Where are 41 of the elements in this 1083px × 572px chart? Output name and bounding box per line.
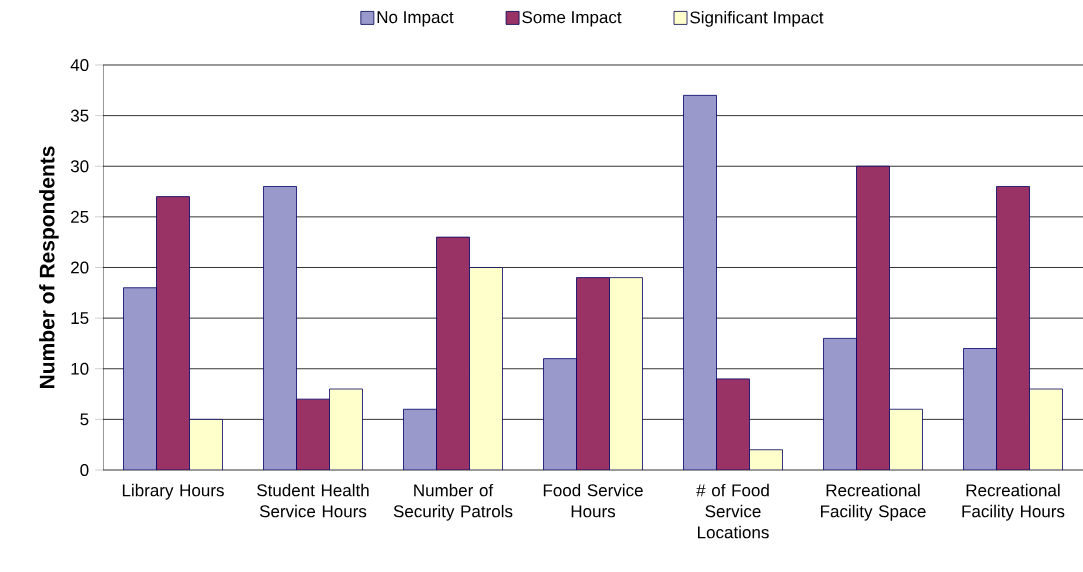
x-tick-label: # of Food Service Locations (696, 483, 769, 539)
x-tick-label: Number of Security Patrols (393, 483, 513, 521)
bar (683, 95, 717, 470)
bar (469, 267, 503, 470)
bar (189, 419, 223, 470)
bar (1029, 388, 1063, 470)
bar (856, 166, 890, 470)
y-tick-label: 10 (71, 362, 89, 375)
bar (156, 196, 190, 470)
legend-label: Significant Impact (690, 10, 824, 27)
x-tick-label: Library Hours (122, 483, 224, 500)
bar (996, 186, 1030, 470)
bar (889, 409, 923, 470)
y-tick-label: 40 (70, 58, 89, 72)
bar (823, 338, 857, 470)
bar (296, 399, 330, 470)
bar (329, 389, 363, 470)
x-tick-label: Food Service Hours (543, 483, 643, 518)
y-tick-label: 25 (71, 210, 89, 223)
bar (543, 358, 577, 470)
bar (576, 277, 610, 470)
legend-label: No Impact (377, 11, 454, 27)
x-tick-label: Recreational Facility Hours (962, 483, 1065, 521)
bar (263, 186, 297, 470)
y-tick-label: 5 (80, 413, 89, 426)
y-tick-label: 35 (70, 109, 89, 122)
bar (609, 277, 643, 470)
bar (963, 348, 997, 470)
x-tick-label: Recreational Facility Space (821, 483, 926, 521)
legend-label: Some Impact (522, 11, 622, 27)
y-tick-label: 15 (71, 312, 89, 325)
bar (403, 409, 437, 470)
y-axis-title: Number of Respondents (39, 146, 59, 389)
y-tick-label: 0 (80, 463, 89, 477)
x-tick-label: Student Health Service Hours (257, 483, 369, 518)
bar (749, 449, 783, 470)
bar (716, 378, 750, 470)
bar (123, 287, 157, 470)
bar (436, 237, 470, 470)
y-tick-label: 20 (71, 261, 89, 274)
y-tick-label: 30 (70, 160, 89, 173)
